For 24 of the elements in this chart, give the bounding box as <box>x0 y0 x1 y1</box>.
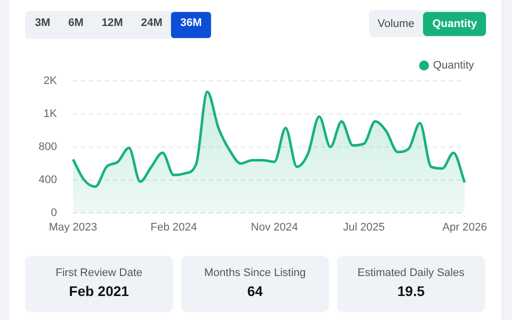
y-tick-label: 400 <box>38 174 57 186</box>
text: 19.5 <box>396 283 426 299</box>
text: Feb 2021 <box>68 283 130 299</box>
text: Months Since Listing <box>203 267 307 279</box>
text: Estimated Daily Sales <box>356 267 466 279</box>
text: 6M <box>67 16 85 31</box>
x-tick-label: Nov 2024 <box>250 222 298 234</box>
text: 12M <box>100 16 124 31</box>
text: 24M <box>140 16 164 31</box>
x-tick-label: May 2023 <box>48 222 98 234</box>
y-tick-label: 800 <box>38 141 57 154</box>
text: 64 <box>246 283 264 299</box>
text: First Review Date <box>54 267 144 279</box>
legend-label: Quantity <box>433 60 474 72</box>
y-tick-label: 1K <box>44 108 58 120</box>
text: 3M <box>34 16 52 31</box>
x-tick-label: Jul 2025 <box>343 222 385 234</box>
y-tick-label: 0 <box>50 207 57 220</box>
text: Volume <box>376 16 416 32</box>
y-tick-label: 2K <box>44 75 58 88</box>
text: Quantity <box>423 12 486 36</box>
text: 36M <box>171 12 211 38</box>
x-tick-label: Feb 2024 <box>150 222 197 234</box>
x-tick-label: Apr 2026 <box>442 222 488 234</box>
